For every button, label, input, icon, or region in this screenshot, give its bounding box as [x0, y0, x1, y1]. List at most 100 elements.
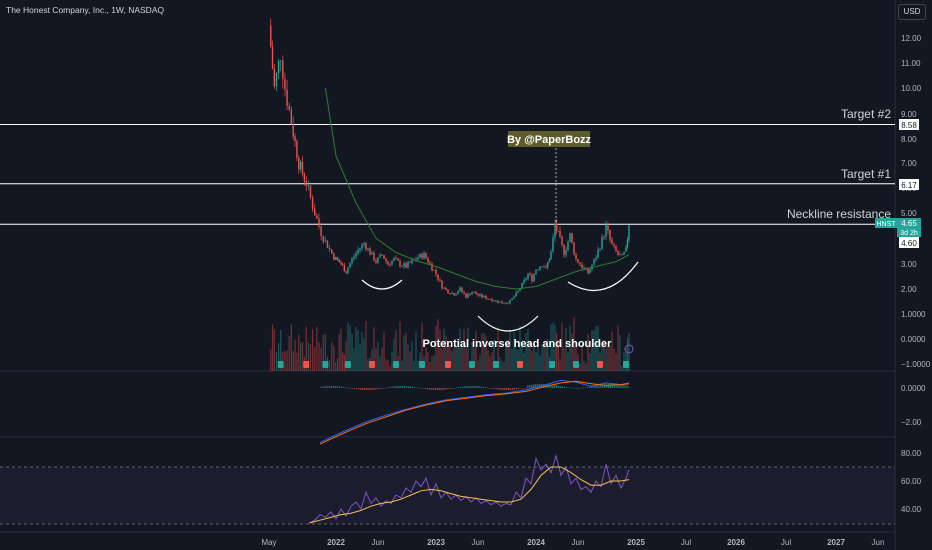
volume-bar [413, 361, 415, 371]
volume-bar [575, 346, 577, 371]
volume-bar [379, 356, 381, 371]
macd-hist-bar [348, 387, 350, 389]
volume-bar [345, 340, 347, 371]
pattern-label: Potential inverse head and shoulder [423, 338, 613, 350]
candle-body [561, 236, 563, 245]
volume-bar [355, 327, 357, 371]
candle-body [523, 279, 525, 283]
volume-bar [517, 350, 519, 371]
target2-label: Target #2 [841, 107, 891, 121]
macd-hist-bar [436, 388, 438, 391]
macd-hist-bar [392, 386, 394, 388]
last-price: 4.65 [901, 219, 917, 228]
macd-hist-bar [565, 387, 567, 388]
earnings-marker [303, 361, 310, 368]
volume-bar [391, 351, 393, 371]
volume-bar [322, 334, 324, 371]
volume-bar [309, 344, 312, 371]
macd-hist-bar [400, 385, 402, 388]
candle-body [336, 257, 339, 260]
macd-hist-bar [577, 387, 579, 389]
macd-hist-bar [409, 386, 412, 388]
macd-hist-bar [359, 388, 362, 390]
volume-bar [567, 352, 569, 371]
macd-hist-bar [544, 384, 546, 388]
earnings-markers [277, 344, 634, 368]
candle-body [449, 293, 451, 295]
candle-body [495, 300, 497, 302]
last-price-tag [897, 218, 921, 237]
macd-hist-bar [529, 385, 531, 388]
macd-hist-bar [475, 386, 477, 388]
macd-hist-bar [575, 387, 577, 389]
macd-hist-bar [536, 384, 538, 388]
target1-price-tag [899, 179, 919, 190]
macd-hist-bar [609, 383, 612, 388]
macd-hist-bar [523, 388, 525, 389]
candle-body [411, 259, 413, 263]
time-tick-label: Jun [872, 538, 885, 547]
volume-bar [318, 342, 320, 371]
macd-hist-bar [467, 386, 469, 388]
volume-bar [329, 359, 331, 371]
candle-body [309, 185, 312, 198]
volume-bar [367, 359, 369, 371]
macd-hist-bar [427, 388, 429, 390]
candle-body [501, 301, 503, 304]
macd-hist-bar [477, 386, 479, 388]
candle-body [479, 294, 481, 296]
candle-body [277, 60, 280, 74]
macd-hist-bar [579, 387, 581, 389]
candle-body [529, 273, 531, 275]
volume-bar [475, 331, 477, 371]
macd-hist-bar [365, 388, 367, 391]
volume-bar [439, 330, 441, 371]
candle-body [294, 136, 296, 142]
earnings-marker [419, 361, 425, 368]
macd-hist-bar [506, 388, 508, 391]
candle-body [296, 141, 298, 158]
macd-hist-bar [330, 385, 332, 388]
macd-line [319, 379, 630, 443]
volume-bar [300, 342, 302, 371]
volume-bar [465, 347, 467, 371]
rsi-line [309, 453, 630, 524]
macd-hist-bar [502, 388, 504, 390]
earnings-marker [517, 361, 523, 368]
candle-body [467, 293, 469, 298]
volume-bar [547, 338, 549, 371]
macd-hist-bar [513, 388, 515, 390]
macd-hist-bar [377, 388, 379, 390]
candle-body [305, 181, 307, 186]
macd-hist-bar [619, 384, 621, 388]
candle-body [316, 215, 318, 219]
candle-body [443, 287, 445, 289]
macd-hist-bar [450, 388, 452, 389]
candle-body [270, 25, 272, 47]
volume-bar [314, 347, 316, 371]
macd-hist-bar [456, 387, 458, 389]
volume-bar [271, 324, 274, 371]
macd-hist-bar [490, 388, 492, 389]
volume-bar [621, 365, 623, 371]
earnings-marker [369, 361, 375, 368]
time-tick-label: Jul [781, 538, 791, 547]
macd-hist-bar [527, 385, 529, 388]
candle-body [539, 266, 541, 270]
candle-body [341, 264, 344, 266]
macd-hist-bar [625, 385, 627, 388]
currency-selector[interactable]: USD [898, 4, 926, 20]
volume-bar [565, 328, 567, 371]
candle-body [286, 89, 288, 106]
neckline-label: Neckline resistance [787, 207, 891, 221]
volume-bar [511, 349, 513, 371]
candle-body [389, 264, 391, 266]
candle-body [505, 302, 507, 304]
candle-body [463, 291, 465, 294]
macd-hist-bar [534, 384, 537, 388]
candle-body [461, 287, 463, 292]
price-tick-label: 1.0000 [901, 310, 926, 319]
macd-hist-bar [375, 388, 377, 390]
candle-body [619, 254, 621, 256]
